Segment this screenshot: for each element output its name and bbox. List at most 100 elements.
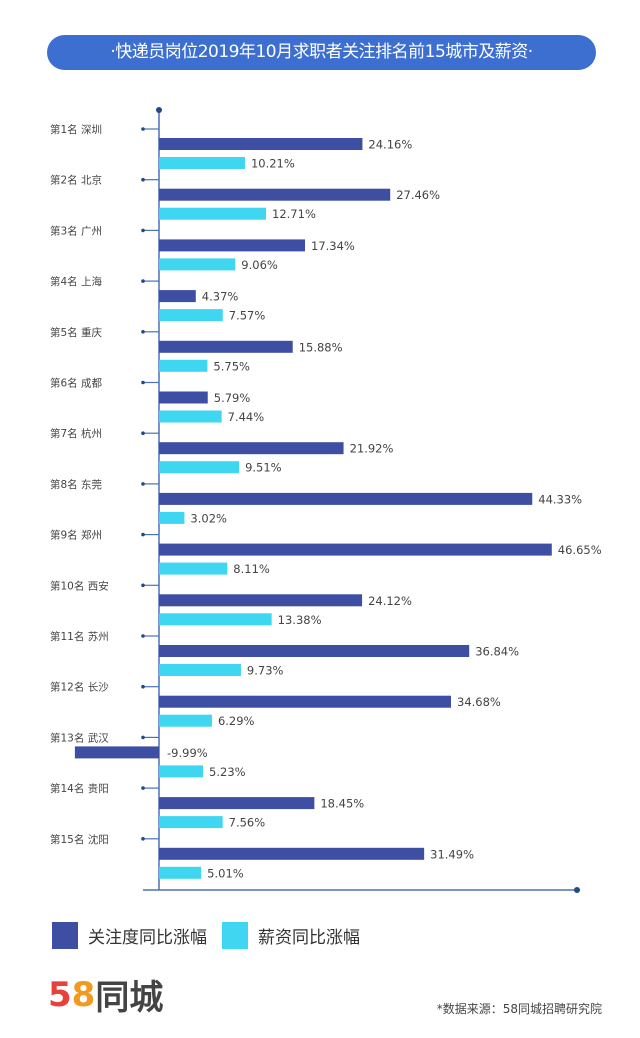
attention-value-label: 24.12%: [368, 594, 412, 608]
attention-bar: [74, 746, 159, 759]
category-label: 第10名 西安: [50, 579, 109, 592]
category-label: 第8名 东莞: [50, 478, 102, 491]
salary-bar: [159, 258, 236, 271]
category-label: 第7名 杭州: [50, 427, 102, 440]
salary-value-label: 5.23%: [209, 765, 246, 779]
legend-attention: 关注度同比涨幅: [52, 922, 207, 949]
salary-bar: [159, 613, 272, 626]
category-label: 第1名 深圳: [50, 123, 102, 136]
salary-bar: [159, 207, 267, 220]
category-tick-dot: [141, 279, 145, 283]
category-tick-dot: [141, 684, 145, 689]
attention-bar: [159, 138, 363, 150]
category-label: 第15名 沈阳: [50, 833, 109, 846]
salary-bar: [159, 410, 222, 423]
attention-value-label: 15.88%: [299, 340, 343, 354]
category-tick-dot: [141, 532, 145, 537]
category-tick-dot: [141, 837, 145, 841]
category-tick-dot: [141, 380, 145, 385]
attention-bar: [159, 543, 552, 556]
category-tick-dot: [141, 177, 145, 182]
category-label: 第13名 武汉: [50, 731, 109, 744]
salary-bar: [159, 714, 212, 727]
category-label: 第3名 广州: [50, 224, 102, 237]
category-tick-dot: [141, 228, 145, 233]
category-tick-dot: [141, 786, 145, 790]
salary-bar: [159, 511, 185, 524]
category-tick-dot: [141, 330, 145, 334]
legend-label-attention: 关注度同比涨幅: [88, 928, 207, 948]
attention-bar: [159, 797, 315, 810]
attention-value-label: 18.45%: [320, 797, 364, 811]
attention-value-label: 31.49%: [430, 847, 474, 861]
salary-value-label: 9.06%: [241, 258, 278, 272]
attention-bar: [159, 594, 363, 607]
attention-bar: [159, 340, 293, 353]
salary-value-label: 7.56%: [229, 816, 266, 830]
axis-top-dot: [156, 107, 162, 113]
logo-58tongcheng: 5 8 同城: [48, 970, 163, 1019]
attention-value-label: 4.37%: [202, 290, 239, 304]
attention-bar: [159, 645, 470, 657]
category-label: 第9名 郑州: [50, 529, 102, 542]
salary-value-label: 9.73%: [247, 664, 284, 678]
category-tick-dot: [141, 431, 145, 436]
category-label: 第12名 长沙: [50, 681, 109, 694]
category-tick-dot: [141, 127, 145, 131]
salary-value-label: 12.71%: [272, 207, 316, 221]
attention-value-label: 34.68%: [457, 695, 501, 709]
salary-value-label: 5.75%: [213, 359, 250, 373]
salary-bar: [159, 765, 204, 778]
category-label: 第11名 苏州: [50, 630, 109, 643]
category-tick-dot: [141, 482, 145, 486]
category-label: 第5名 重庆: [50, 326, 103, 339]
salary-value-label: 7.44%: [228, 410, 265, 424]
salary-value-label: 3.02%: [190, 511, 227, 525]
attention-value-label: 17.34%: [311, 239, 355, 253]
salary-value-label: 8.11%: [233, 562, 270, 576]
data-source: *数据来源：58同城招聘研究院: [436, 1002, 602, 1016]
category-label: 第14名 贵阳: [50, 782, 109, 795]
logo-eight: 8: [71, 974, 96, 1015]
logo-five: 5: [48, 974, 72, 1015]
salary-bar: [159, 866, 202, 879]
attention-bar: [159, 695, 452, 708]
category-label: 第4名 上海: [50, 275, 103, 288]
salary-value-label: 7.57%: [229, 309, 266, 323]
attention-value-label: 36.84%: [475, 645, 519, 659]
legend-swatch-attention: [52, 922, 78, 949]
attention-bar: [159, 391, 208, 404]
category-label: 第6名 成都: [50, 377, 103, 390]
attention-bar: [159, 847, 425, 860]
attention-value-label: -9.99%: [167, 746, 208, 760]
attention-value-label: 46.65%: [558, 543, 602, 557]
salary-bar: [159, 309, 223, 322]
logo-text: 同城: [95, 978, 164, 1018]
salary-value-label: 5.01%: [207, 866, 244, 880]
category-tick-dot: [141, 634, 145, 638]
attention-value-label: 21.92%: [350, 442, 394, 456]
salary-bar: [159, 461, 240, 474]
axis-end-dot: [574, 887, 580, 893]
salary-bar: [159, 664, 241, 676]
salary-bar: [159, 157, 245, 169]
salary-bar: [159, 359, 208, 372]
legend-swatch-salary: [222, 922, 248, 949]
attention-value-label: 44.33%: [538, 492, 582, 506]
attention-bar: [159, 290, 196, 303]
legend-label-salary: 薪资同比涨幅: [258, 928, 360, 948]
chart-title: ·快递员岗位2019年10月求职者关注排名前15城市及薪资·: [47, 35, 596, 70]
salary-value-label: 9.51%: [245, 461, 282, 475]
salary-value-label: 13.38%: [278, 613, 322, 627]
legend-salary: 薪资同比涨幅: [222, 922, 360, 949]
bar-chart: 第1名 深圳 24.16% 10.21% 第2名 北京 27.46% 12.71% 第3名 …: [50, 107, 602, 893]
attention-value-label: 24.16%: [368, 138, 412, 152]
attention-bar: [159, 239, 306, 252]
salary-value-label: 10.21%: [251, 157, 295, 171]
attention-bar: [159, 188, 391, 201]
attention-bar: [159, 492, 533, 505]
salary-value-label: 6.29%: [218, 714, 255, 728]
attention-value-label: 27.46%: [396, 188, 440, 202]
salary-bar: [159, 562, 228, 575]
